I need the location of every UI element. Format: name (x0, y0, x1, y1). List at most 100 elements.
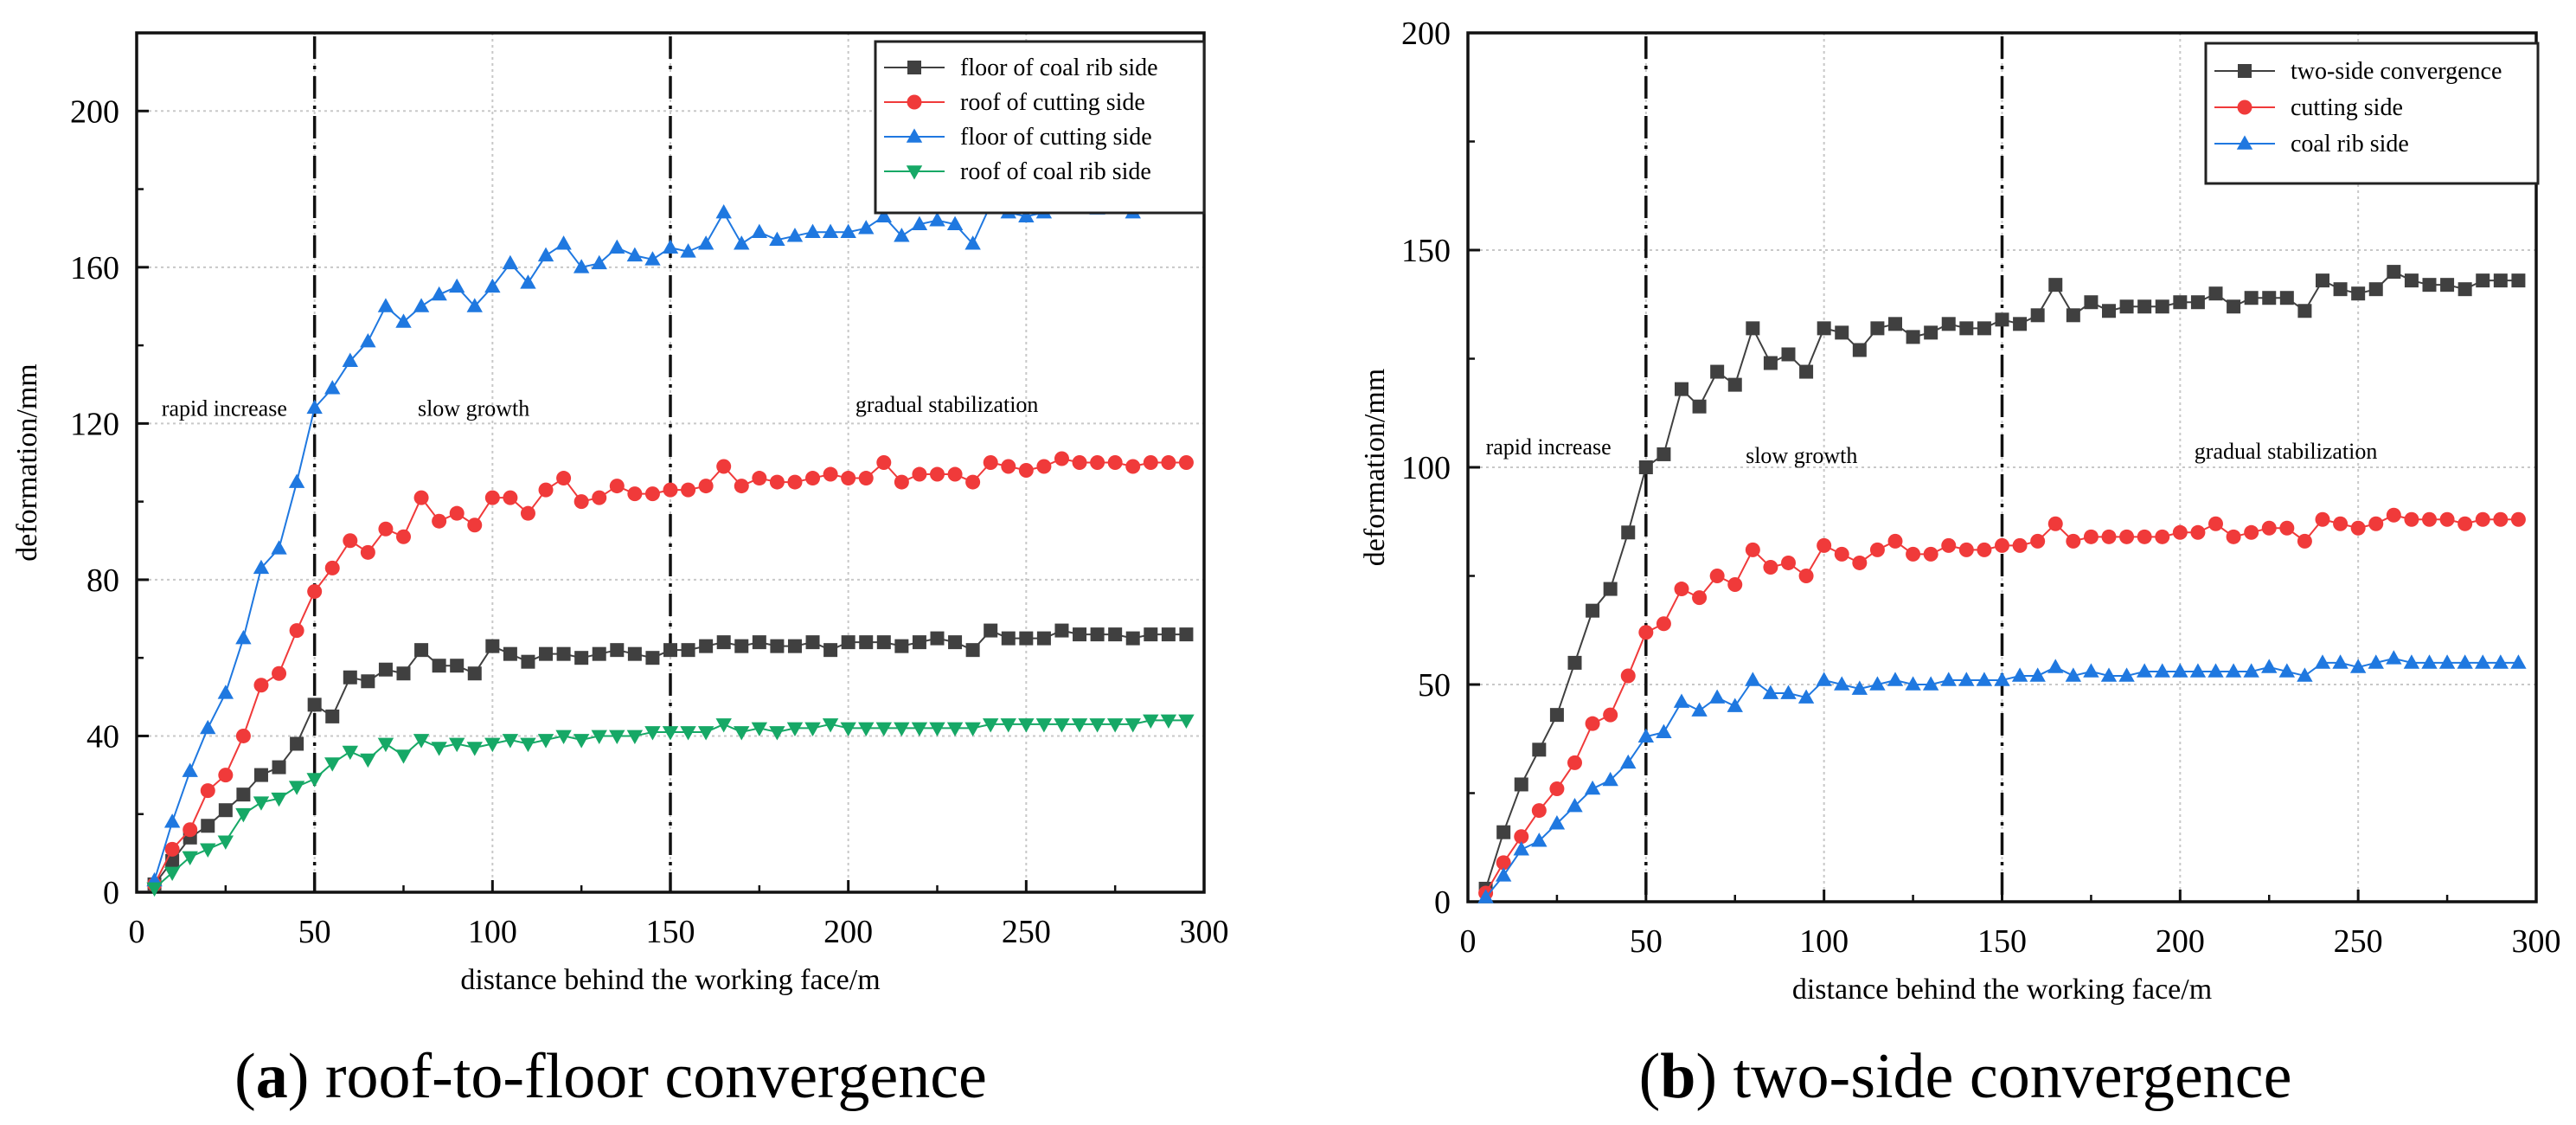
data-point-triangle-up (484, 278, 501, 293)
data-point-circle (1620, 668, 1636, 684)
caption-letter: b (1660, 1041, 1695, 1112)
data-point-circle (1709, 569, 1725, 583)
data-point-square (539, 646, 554, 661)
data-point-triangle-up (804, 223, 821, 238)
legend: two-side convergence cutting side coal rib… (2204, 42, 2540, 185)
data-point-triangle-down (858, 722, 875, 737)
data-point-circle (2422, 511, 2437, 527)
data-point-triangle-up (1994, 672, 2010, 686)
data-point-triangle-up (609, 239, 625, 254)
data-point-circle (698, 479, 714, 494)
data-point-triangle-up (1567, 797, 1583, 813)
data-point-square (2244, 291, 2259, 305)
data-point-circle (574, 494, 589, 510)
data-point-circle (907, 94, 922, 110)
data-point-circle (609, 479, 625, 494)
data-point-circle (1090, 455, 1105, 470)
data-point-square (218, 803, 233, 818)
data-point-square (1179, 627, 1194, 642)
data-point-triangle-up (2278, 663, 2296, 678)
data-point-square (1144, 627, 1158, 642)
data-point-circle (2457, 516, 2473, 531)
data-point-circle (2386, 507, 2401, 523)
data-point-triangle-down (395, 749, 412, 764)
data-point-triangle-up (929, 212, 945, 227)
data-point-triangle-down (449, 737, 465, 753)
data-point-triangle-up (520, 274, 536, 289)
data-point-square (1888, 317, 1902, 331)
data-point-triangle-down (769, 726, 785, 741)
data-point-triangle-down (804, 722, 821, 737)
data-point-circle (1036, 459, 1052, 474)
data-point-circle (556, 471, 572, 486)
data-point-circle (823, 466, 838, 482)
data-point-triangle-up (906, 128, 923, 143)
data-point-triangle-up (2510, 654, 2527, 669)
data-point-square (805, 635, 820, 650)
data-point-circle (1852, 555, 1868, 570)
data-point-triangle-up (324, 380, 341, 395)
data-point-circle (2279, 520, 2295, 536)
data-point-square (2279, 291, 2294, 305)
data-point-square (2173, 295, 2188, 310)
data-point-square (1959, 321, 1974, 336)
data-point-circle (841, 471, 856, 486)
data-point-circle (538, 482, 554, 498)
data-point-circle (1143, 455, 1158, 470)
data-point-triangle-down (662, 726, 679, 741)
data-point-square (1906, 330, 1920, 344)
data-point-circle (2101, 529, 2117, 544)
data-point-triangle-up (288, 473, 305, 488)
data-point-triangle-down (413, 734, 430, 749)
data-point-triangle-down (271, 792, 287, 807)
data-point-circle (1817, 537, 1832, 553)
data-point-square (1621, 525, 1636, 540)
data-point-triangle-up (2492, 654, 2509, 669)
data-point-triangle-up (1620, 754, 1637, 769)
data-point-square (432, 659, 446, 673)
data-point-square (2422, 278, 2437, 292)
data-point-circle (876, 455, 892, 470)
data-point-triangle-up (2349, 659, 2367, 673)
data-point-square (2048, 278, 2063, 292)
data-point-square (2102, 304, 2116, 318)
data-point-triangle-up (626, 247, 644, 262)
x-tick-label: 100 (1799, 923, 1849, 960)
series-roof-of-cutting-side (147, 451, 1194, 892)
data-point-triangle-down (1054, 718, 1070, 733)
data-point-triangle-down (520, 737, 536, 753)
data-point-circle (520, 505, 535, 521)
data-point-triangle-up (217, 685, 234, 699)
data-point-triangle-down (288, 781, 305, 795)
data-point-triangle-up (2029, 667, 2046, 682)
data-point-square (1603, 582, 1618, 596)
data-point-square (734, 639, 749, 653)
data-point-square (2351, 286, 2366, 301)
data-point-circle (2155, 529, 2170, 544)
data-point-triangle-up (2314, 654, 2331, 669)
data-point-square (627, 646, 642, 661)
x-tick-label: 300 (2512, 923, 2561, 960)
data-point-circle (1178, 455, 1194, 470)
data-point-circle (2083, 529, 2099, 544)
caption-text: roof-to-floor convergence (309, 1041, 987, 1112)
legend: floor of coal rib side roof of cutting si… (874, 40, 1206, 215)
data-point-triangle-down (200, 843, 216, 858)
figure-caption: (b) two-side convergence (1639, 1041, 2292, 1112)
data-point-square (930, 631, 945, 646)
data-point-triangle-up (840, 223, 856, 238)
chart-b: 0 50 100 150 200 250 300 0 50 100 150 200 distance b… (1359, 16, 2561, 1112)
y-axis-label: deformation/mm (1359, 369, 1391, 567)
data-point-circle (1674, 582, 1689, 597)
data-point-triangle-up (1637, 728, 1655, 743)
data-point-square (521, 654, 535, 669)
data-point-circle (2119, 529, 2135, 544)
data-point-square (2387, 265, 2401, 280)
data-point-square (2238, 64, 2252, 78)
data-point-circle (2237, 100, 2252, 115)
data-point-triangle-down (1125, 718, 1141, 733)
data-point-triangle-up (360, 332, 376, 348)
data-point-triangle-up (2332, 654, 2349, 669)
data-point-circle (592, 490, 607, 505)
data-point-square (2316, 273, 2329, 288)
